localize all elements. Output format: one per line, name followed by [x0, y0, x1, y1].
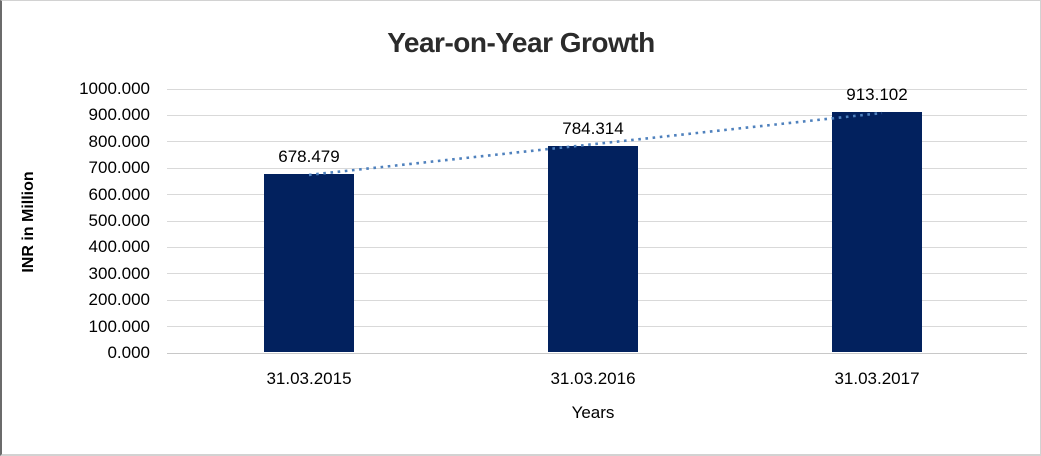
- y-tick-label: 100.000: [88, 316, 150, 336]
- y-tick-label: 0.000: [107, 343, 150, 362]
- x-axis-category-label: 31.03.2016: [550, 369, 636, 388]
- x-axis-category-label: 31.03.2015: [266, 369, 352, 388]
- y-tick-label: 800.000: [88, 131, 150, 151]
- bar-31.03.2017: [832, 111, 922, 352]
- bar-31.03.2016: [548, 145, 638, 352]
- y-tick-label: 400.000: [88, 237, 150, 257]
- bar-value-label: 678.479: [278, 146, 340, 166]
- x-axis-title: Years: [571, 403, 615, 422]
- x-axis-line: [167, 352, 1027, 354]
- y-tick-label: 600.000: [88, 184, 150, 204]
- y-tick-label: 900.000: [88, 105, 150, 125]
- y-tick-label: 200.000: [88, 290, 150, 310]
- y-tick-label: 700.000: [88, 158, 150, 178]
- bar-value-label: 913.102: [846, 84, 908, 104]
- chart-title: Year-on-Year Growth: [387, 27, 655, 58]
- x-axis-category-label: 31.03.2017: [834, 369, 920, 388]
- y-tick-label: 500.000: [88, 211, 150, 230]
- bar-31.03.2015: [264, 173, 354, 352]
- gridline: [167, 88, 1027, 90]
- y-tick-label: 1000.000: [79, 79, 150, 98]
- y-tick-label: 300.000: [88, 263, 150, 283]
- bar-value-label: 784.314: [562, 118, 624, 138]
